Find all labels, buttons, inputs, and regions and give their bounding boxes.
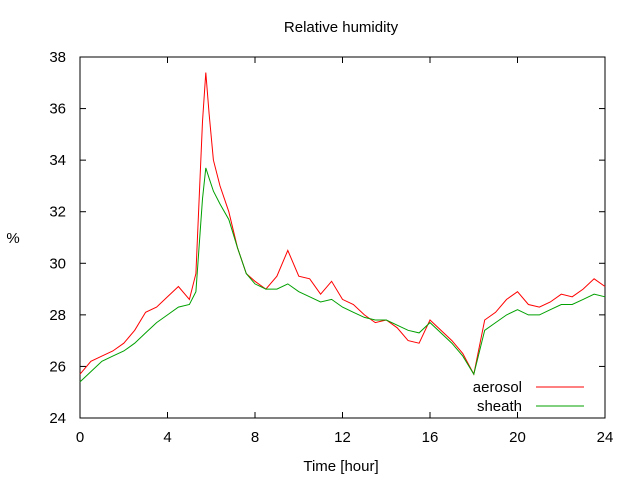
y-tick-label: 28 <box>49 307 66 324</box>
y-tick-label: 32 <box>49 204 66 221</box>
plot-frame <box>79 56 606 419</box>
y-tick-label: 38 <box>49 49 66 66</box>
x-tick-label: 20 <box>509 429 526 446</box>
x-tick-label: 12 <box>334 429 351 446</box>
legend-label-sheath: sheath <box>477 398 522 415</box>
y-tick-label: 30 <box>49 255 66 272</box>
y-tick-label: 24 <box>49 410 66 427</box>
x-tick-label: 4 <box>163 429 171 446</box>
y-tick-label: 26 <box>49 358 66 375</box>
x-tick-label: 0 <box>76 429 84 446</box>
legend: aerosol sheath <box>473 379 584 415</box>
chart-title: Relative humidity <box>284 19 399 36</box>
legend-label-aerosol: aerosol <box>473 379 522 396</box>
y-axis-label: % <box>6 230 19 247</box>
plot-area: 0 4 8 12 16 20 24 24 26 28 30 32 34 36 38 <box>49 49 613 446</box>
x-tick-label: 16 <box>422 429 439 446</box>
x-tick-label: 24 <box>597 429 614 446</box>
x-tick-label: 8 <box>251 429 259 446</box>
y-tick-label: 34 <box>49 152 66 169</box>
series-line-sheath <box>79 167 606 383</box>
x-axis-label: Time [hour] <box>303 458 378 475</box>
series-line-aerosol <box>79 72 606 376</box>
y-tick-label: 36 <box>49 101 66 118</box>
